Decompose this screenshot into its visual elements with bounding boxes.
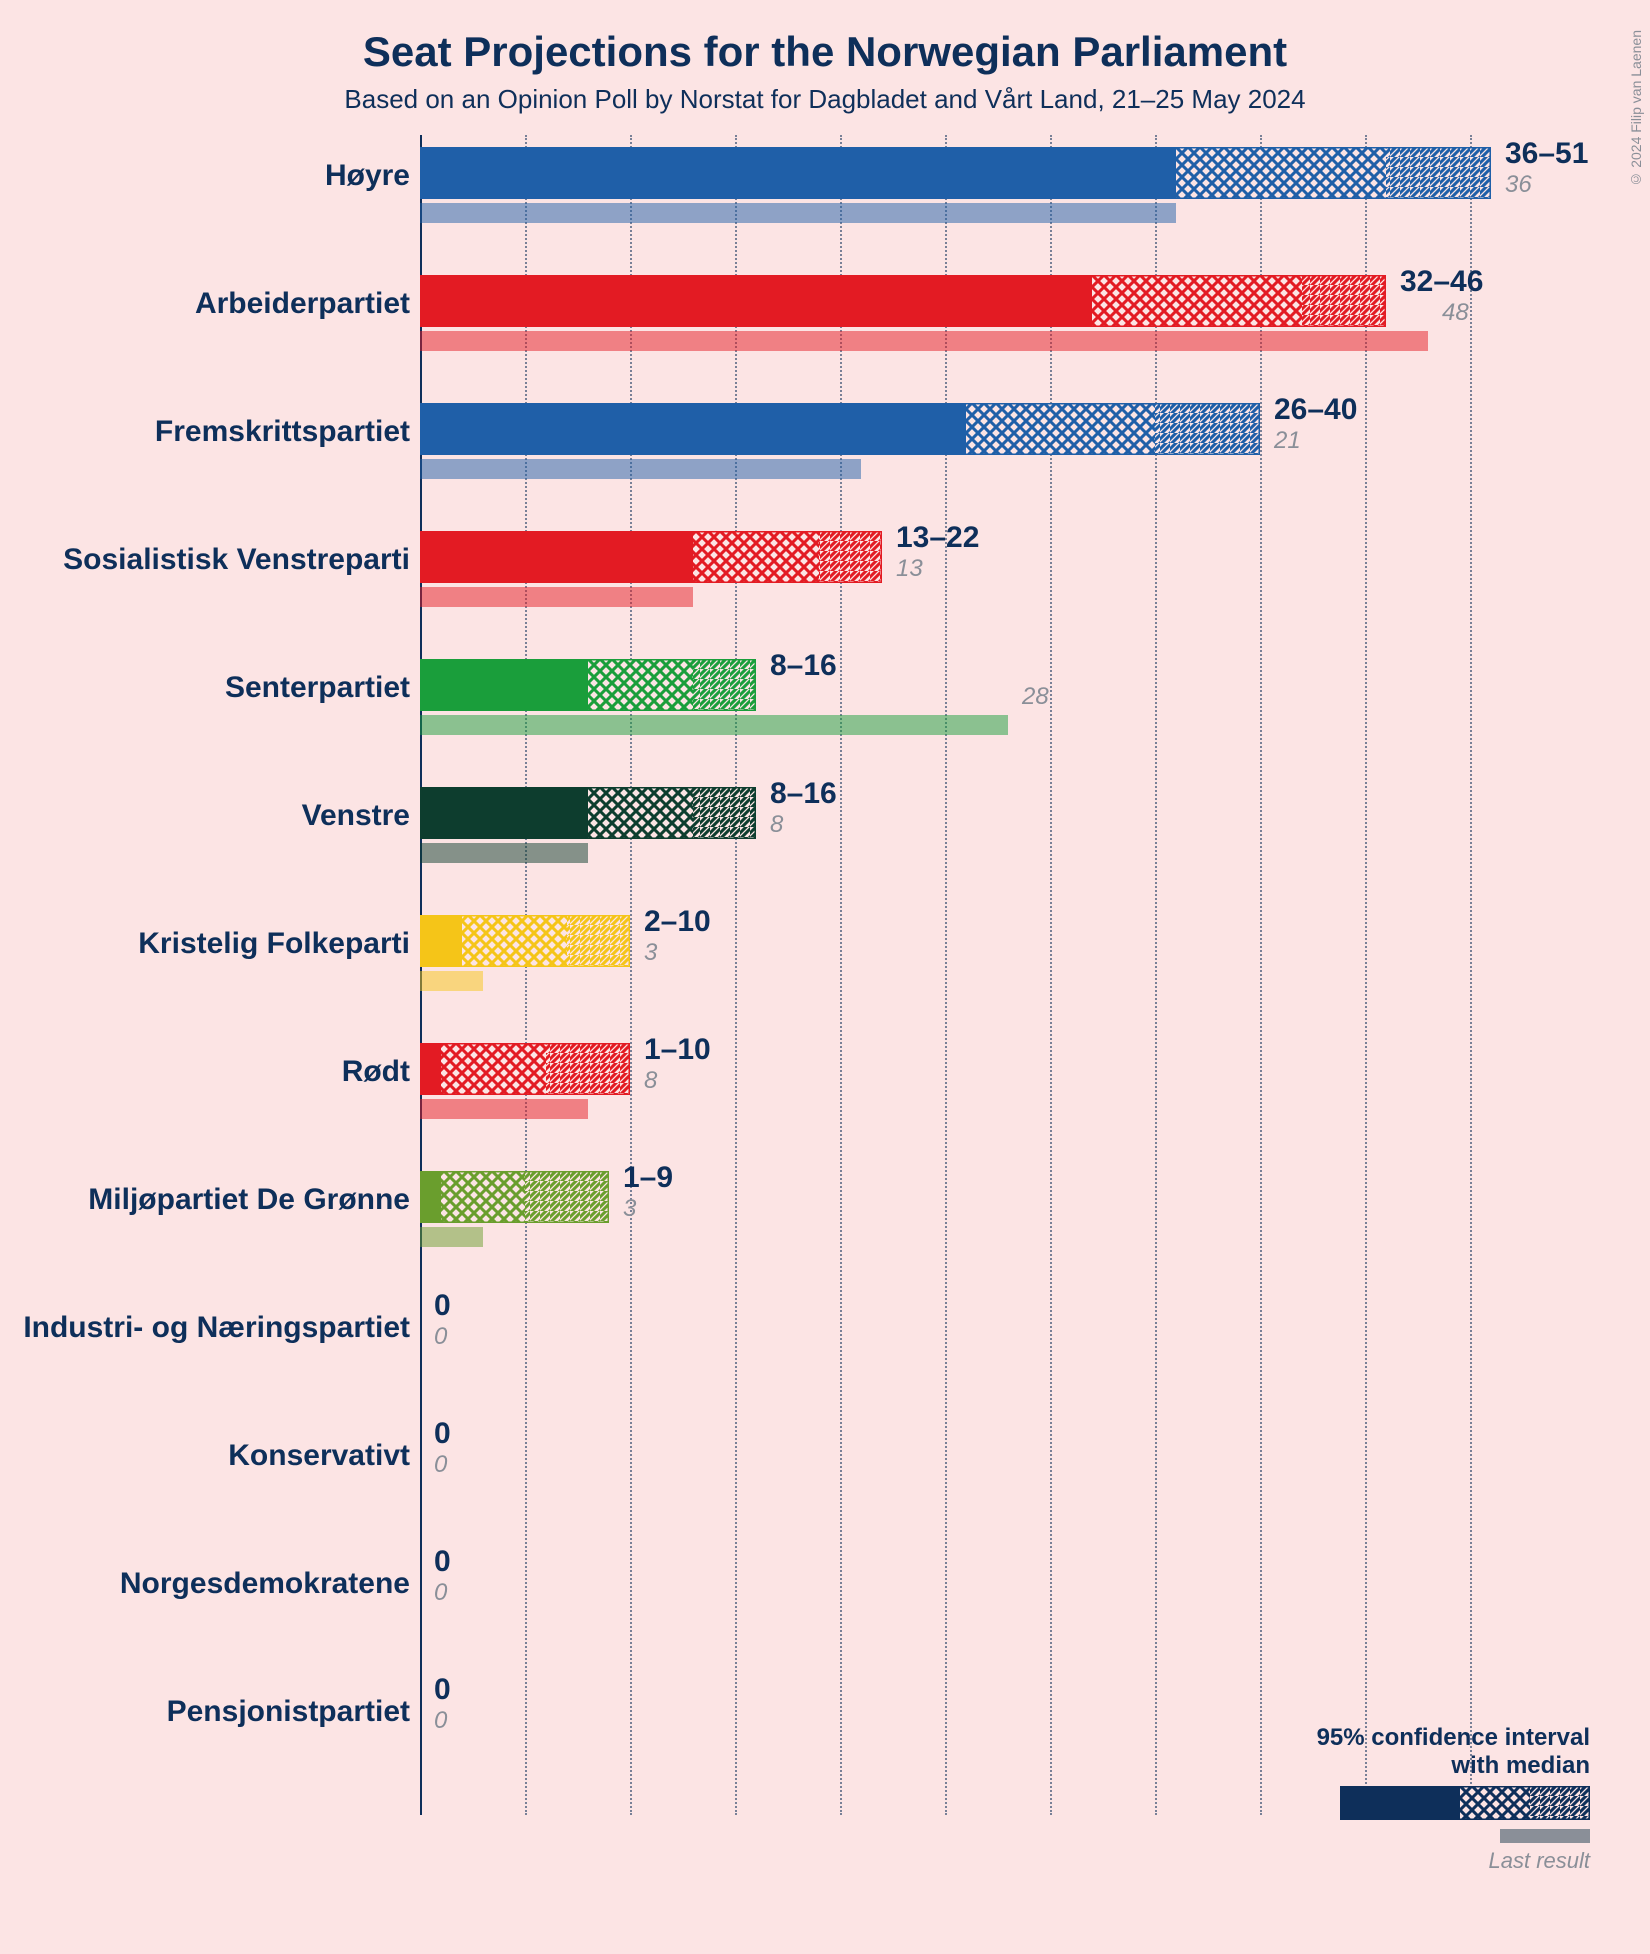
legend-ci-line1: 95% confidence interval bbox=[1317, 1724, 1590, 1752]
party-label: Konservativt bbox=[10, 1439, 410, 1473]
page-subtitle: Based on an Opinion Poll by Norstat for … bbox=[0, 76, 1650, 135]
party-row: Miljøpartiet De Grønne1–93 bbox=[420, 1159, 1590, 1287]
party-row: Sosialistisk Venstreparti13–2213 bbox=[420, 519, 1590, 647]
last-result-label: 0 bbox=[434, 1707, 447, 1735]
last-result-label: 3 bbox=[623, 1195, 636, 1223]
range-label: 32–46 bbox=[1400, 265, 1483, 299]
party-row: Norgesdemokratene00 bbox=[420, 1543, 1590, 1671]
last-result-bar bbox=[420, 843, 588, 863]
projection-bar bbox=[420, 403, 1260, 455]
range-label: 0 bbox=[434, 1289, 451, 1323]
last-result-label: 3 bbox=[644, 939, 657, 967]
party-row: Venstre8–168 bbox=[420, 775, 1590, 903]
party-row: Konservativt00 bbox=[420, 1415, 1590, 1543]
party-label: Pensjonistpartiet bbox=[10, 1695, 410, 1729]
last-result-bar bbox=[420, 971, 483, 991]
legend-ci-line2: with median bbox=[1317, 1752, 1590, 1780]
range-label: 1–10 bbox=[644, 1033, 711, 1067]
projection-bar bbox=[420, 659, 756, 711]
last-result-label: 0 bbox=[434, 1579, 447, 1607]
seat-projection-chart: Høyre36–5136Arbeiderpartiet32–4648Fremsk… bbox=[420, 135, 1590, 1875]
last-result-bar bbox=[420, 331, 1428, 351]
party-label: Høyre bbox=[10, 159, 410, 193]
party-row: Høyre36–5136 bbox=[420, 135, 1590, 263]
last-result-bar bbox=[420, 587, 693, 607]
last-result-bar bbox=[420, 459, 861, 479]
chart-legend: 95% confidence interval with median Last… bbox=[1317, 1724, 1590, 1874]
last-result-bar bbox=[420, 1227, 483, 1247]
party-label: Industri- og Næringspartiet bbox=[10, 1311, 410, 1345]
projection-bar bbox=[420, 147, 1491, 199]
projection-bar bbox=[420, 531, 882, 583]
last-result-bar bbox=[420, 1099, 588, 1119]
last-result-label: 8 bbox=[644, 1067, 657, 1095]
range-label: 26–40 bbox=[1274, 393, 1357, 427]
range-label: 2–10 bbox=[644, 905, 711, 939]
last-result-label: 8 bbox=[770, 811, 783, 839]
party-label: Senterpartiet bbox=[10, 671, 410, 705]
party-row: Kristelig Folkeparti2–103 bbox=[420, 903, 1590, 1031]
last-result-label: 0 bbox=[434, 1451, 447, 1479]
legend-ci-sample bbox=[1340, 1786, 1590, 1820]
party-label: Fremskrittspartiet bbox=[10, 415, 410, 449]
last-result-bar bbox=[420, 203, 1176, 223]
range-label: 8–16 bbox=[770, 777, 837, 811]
party-row: Industri- og Næringspartiet00 bbox=[420, 1287, 1590, 1415]
party-row: Senterpartiet8–1628 bbox=[420, 647, 1590, 775]
range-label: 0 bbox=[434, 1673, 451, 1707]
projection-bar bbox=[420, 275, 1386, 327]
last-result-label: 13 bbox=[896, 555, 923, 583]
range-label: 13–22 bbox=[896, 521, 979, 555]
party-row: Rødt1–108 bbox=[420, 1031, 1590, 1159]
last-result-label: 36 bbox=[1505, 171, 1532, 199]
party-label: Venstre bbox=[10, 799, 410, 833]
last-result-label: 0 bbox=[434, 1323, 447, 1351]
party-row: Fremskrittspartiet26–4021 bbox=[420, 391, 1590, 519]
projection-bar bbox=[420, 787, 756, 839]
range-label: 1–9 bbox=[623, 1161, 673, 1195]
range-label: 36–51 bbox=[1505, 137, 1588, 171]
party-label: Norgesdemokratene bbox=[10, 1567, 410, 1601]
party-label: Kristelig Folkeparti bbox=[10, 927, 410, 961]
party-label: Miljøpartiet De Grønne bbox=[10, 1183, 410, 1217]
legend-last-sample bbox=[1500, 1829, 1590, 1843]
range-label: 0 bbox=[434, 1545, 451, 1579]
party-label: Arbeiderpartiet bbox=[10, 287, 410, 321]
last-result-label: 28 bbox=[1022, 683, 1049, 711]
last-result-label: 21 bbox=[1274, 427, 1301, 455]
range-label: 0 bbox=[434, 1417, 451, 1451]
projection-bar bbox=[420, 915, 630, 967]
copyright-text: © 2024 Filip van Laenen bbox=[1628, 30, 1644, 188]
party-label: Sosialistisk Venstreparti bbox=[10, 543, 410, 577]
party-row: Arbeiderpartiet32–4648 bbox=[420, 263, 1590, 391]
party-label: Rødt bbox=[10, 1055, 410, 1089]
projection-bar bbox=[420, 1043, 630, 1095]
legend-last-text: Last result bbox=[1489, 1848, 1591, 1873]
last-result-bar bbox=[420, 715, 1008, 735]
page-title: Seat Projections for the Norwegian Parli… bbox=[0, 0, 1650, 76]
projection-bar bbox=[420, 1171, 609, 1223]
last-result-label: 48 bbox=[1442, 299, 1469, 327]
range-label: 8–16 bbox=[770, 649, 837, 683]
